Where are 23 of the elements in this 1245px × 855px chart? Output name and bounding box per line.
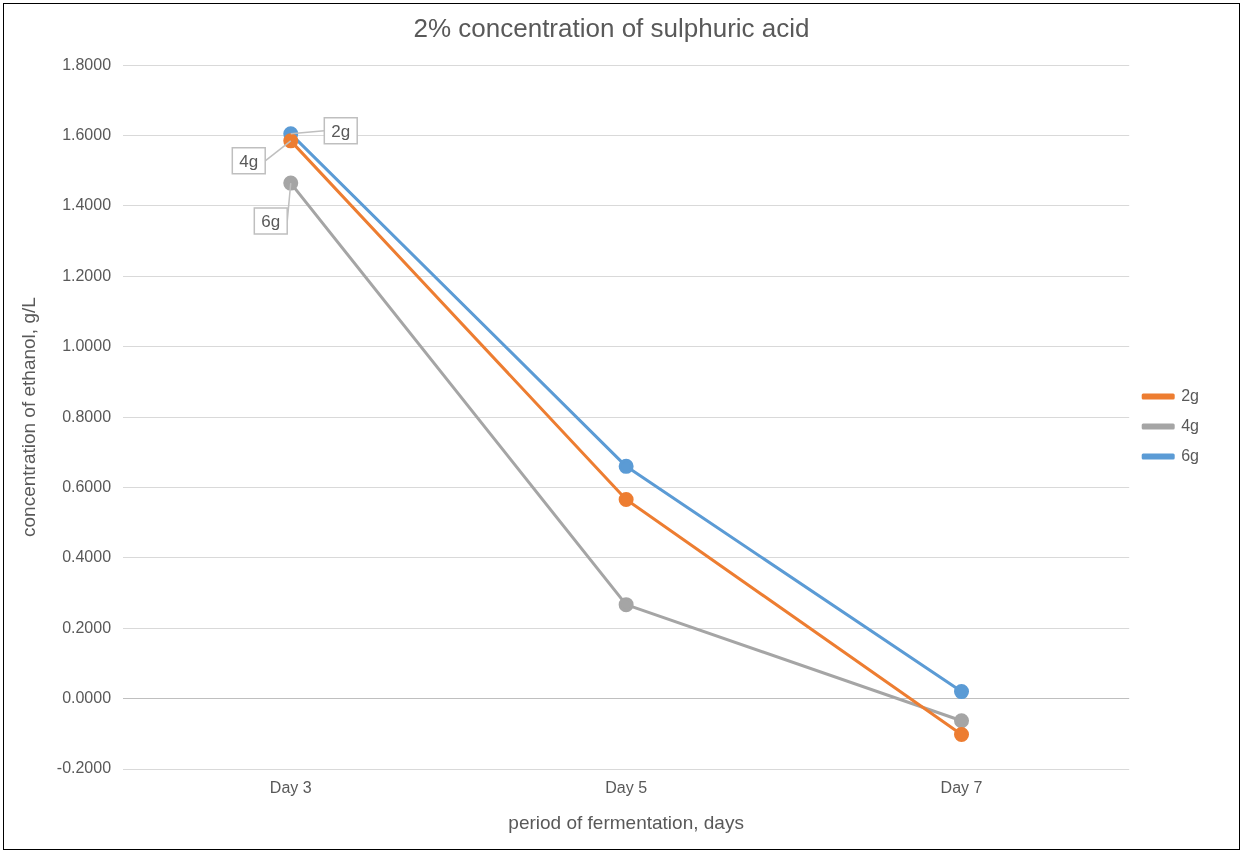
legend-label: 4g: [1181, 416, 1199, 434]
y-tick-label: 0.2000: [62, 618, 112, 636]
y-tick-label: 0.8000: [62, 407, 112, 425]
chart-title: 2% concentration of sulphuric acid: [413, 12, 810, 43]
y-tick-label: 0.0000: [62, 689, 112, 707]
y-tick-label: 1.4000: [62, 196, 112, 214]
y-tick-label: 0.4000: [62, 548, 112, 566]
y-axis-title: concentration of ethanol, g/L: [17, 297, 39, 537]
annotation: 2g: [331, 121, 351, 141]
annotation: 4g: [239, 151, 259, 171]
legend-label: 6g: [1181, 446, 1199, 464]
legend-label: 2g: [1181, 386, 1199, 404]
x-tick-label: Day 7: [940, 779, 983, 797]
x-axis-title: period of fermentation, days: [508, 811, 744, 833]
y-tick-label: 1.2000: [62, 266, 112, 284]
x-tick-label: Day 5: [605, 779, 648, 797]
y-tick-label: -0.2000: [56, 759, 112, 777]
y-tick-label: 1.0000: [62, 337, 112, 355]
y-tick-label: 1.8000: [62, 55, 112, 73]
y-tick-label: 1.6000: [62, 125, 112, 143]
x-tick-label: Day 3: [269, 779, 312, 797]
y-tick-label: 0.6000: [62, 477, 112, 495]
annotation: 6g: [261, 211, 281, 231]
